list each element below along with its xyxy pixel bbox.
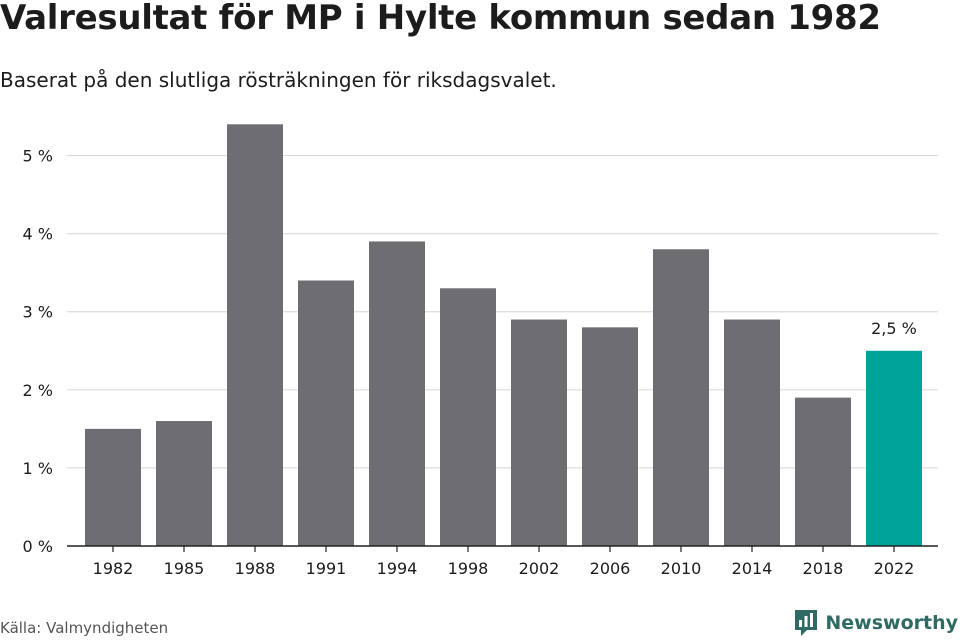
x-tick-label: 1994 xyxy=(377,559,418,578)
x-tick-label: 1982 xyxy=(93,559,134,578)
x-tick-label: 2002 xyxy=(519,559,560,578)
bar-chart: 0 % 1 % 2 % 3 % 4 % 5 % 1982 1985 1988 1991 1994 19… xyxy=(23,124,938,578)
bar-1985 xyxy=(156,421,212,546)
y-tick-label: 1 % xyxy=(23,459,53,478)
bar-1991 xyxy=(298,280,354,546)
bar-2006 xyxy=(582,327,638,546)
brand-name: Newsworthy xyxy=(825,612,958,634)
y-tick-label: 0 % xyxy=(23,537,53,556)
x-tick-label: 1985 xyxy=(164,559,205,578)
bar-1998 xyxy=(440,288,496,546)
y-tick-label: 3 % xyxy=(23,303,53,322)
y-tick-label: 5 % xyxy=(23,147,53,166)
x-tick-label: 2018 xyxy=(803,559,844,578)
x-tick-label: 2014 xyxy=(732,559,773,578)
newsworthy-logo-icon xyxy=(795,610,818,636)
chart-title: Valresultat för MP i Hylte kommun sedan … xyxy=(0,0,881,38)
bar-1994 xyxy=(369,241,425,547)
x-tick-label: 1991 xyxy=(306,559,347,578)
bar-2022 xyxy=(866,350,922,546)
y-tick-label: 4 % xyxy=(23,225,53,244)
bar-1982 xyxy=(85,428,141,546)
brand-logo: Newsworthy xyxy=(793,608,958,638)
source-note: Källa: Valmyndigheten xyxy=(0,619,169,637)
x-tick-label: 1998 xyxy=(448,559,489,578)
chart-subtitle: Baserat på den slutliga rösträkningen fö… xyxy=(0,68,557,92)
y-tick-label: 2 % xyxy=(23,381,53,400)
x-tick-label: 2006 xyxy=(590,559,631,578)
bar-2010 xyxy=(653,249,709,546)
x-tick-label: 1988 xyxy=(235,559,276,578)
bar-1988 xyxy=(227,124,283,547)
data-label: 2,5 % xyxy=(871,319,917,338)
bar-2014 xyxy=(724,319,780,546)
x-tick-label: 2022 xyxy=(874,559,915,578)
x-tick-label: 2010 xyxy=(661,559,702,578)
bar-2002 xyxy=(511,319,567,546)
bar-2018 xyxy=(795,397,851,546)
